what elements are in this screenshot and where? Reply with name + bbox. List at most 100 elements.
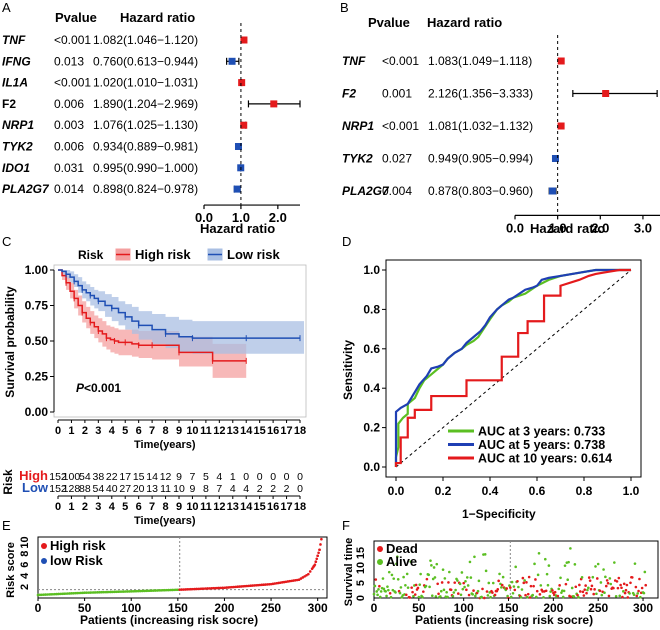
status-point: [578, 590, 582, 593]
status-point: [517, 585, 520, 589]
status-point: [525, 581, 528, 584]
hr-marker: [602, 90, 610, 97]
hr-cell: 1.081(1.032−1.132): [428, 119, 533, 133]
risk-table-count: 0: [257, 471, 263, 483]
risk-table-count: 152: [49, 471, 67, 483]
status-point: [414, 583, 418, 587]
risk-point: [165, 588, 168, 592]
y-tick-label: 0.50: [25, 334, 49, 348]
status-point: [608, 577, 612, 580]
risk-table-tick-label: 0: [55, 501, 61, 513]
risk-table-tick-label: 4: [109, 501, 116, 513]
x-tick-label: 250: [588, 601, 608, 615]
risk-point: [316, 554, 319, 558]
status-point: [409, 560, 413, 563]
risk-point: [139, 589, 142, 593]
gene-label: TYK2: [342, 152, 373, 166]
risk-point: [243, 584, 247, 588]
risk-point: [107, 590, 111, 594]
status-point: [500, 586, 503, 589]
status-point: [543, 557, 547, 561]
x-tick-label: 2: [82, 425, 88, 437]
risk-point: [232, 585, 236, 589]
status-point: [534, 578, 537, 581]
risk-point: [92, 591, 96, 594]
status-point: [521, 576, 525, 580]
x-tick-label: 0: [55, 425, 61, 437]
x-tick-label: 10: [186, 425, 198, 437]
status-point: [375, 590, 378, 593]
status-point: [531, 593, 535, 597]
risk-table-tick-label: 16: [267, 501, 279, 513]
x-tick-label: 0.6: [529, 484, 546, 498]
status-point: [536, 573, 540, 577]
status-point: [563, 564, 567, 567]
status-point: [577, 596, 580, 599]
status-point: [437, 592, 440, 596]
risk-point: [245, 584, 249, 588]
risk-point: [169, 588, 172, 592]
gene-label: PLA2G7: [342, 184, 390, 198]
risk-point: [320, 537, 323, 541]
risk-point: [90, 591, 94, 594]
status-point: [417, 595, 421, 599]
hr-cell: 1.076(1.025−1.130): [93, 118, 198, 132]
risk-table-count: 0: [297, 471, 303, 483]
risk-point: [68, 592, 71, 595]
risk-table-tick-label: 2: [82, 501, 88, 513]
hr-cell: 1.083(1.049−1.118): [428, 54, 532, 68]
status-point: [421, 595, 424, 599]
risk-point: [154, 589, 157, 592]
risk-point: [161, 588, 165, 592]
status-point: [595, 577, 599, 580]
panel-label-b: B: [340, 0, 349, 15]
hr-cell: 1.020(1.010−1.031): [93, 76, 198, 90]
risk-point: [307, 572, 310, 576]
risk-point: [72, 591, 75, 595]
hr-cell: 1.890(1.204−2.969): [93, 97, 198, 111]
risk-point: [133, 589, 137, 593]
risk-table-tick-label: 6: [136, 501, 142, 513]
x-tick-label: 4: [109, 425, 116, 437]
status-point: [425, 577, 429, 581]
panel-b-forest: Pvalue Hazard ratio TNF <0.001 1.083(1.049…: [342, 15, 660, 236]
status-point: [616, 586, 620, 590]
status-point: [485, 590, 489, 593]
roc-curve: [394, 268, 631, 467]
risk-point: [241, 584, 245, 588]
status-point: [587, 576, 591, 579]
status-point: [612, 586, 615, 590]
status-point: [461, 587, 465, 591]
status-point: [528, 596, 532, 599]
status-point: [514, 565, 517, 569]
risk-point: [111, 590, 114, 594]
panel-a-xlabel: Hazard ratio: [200, 221, 275, 236]
risk-point: [36, 593, 40, 597]
status-point: [509, 586, 512, 589]
panel-c-risk-table-title: Risk: [1, 469, 15, 495]
status-point: [599, 581, 603, 584]
plot-frame: [37, 536, 328, 599]
x-tick-label: 2.0: [269, 210, 287, 225]
status-point: [542, 596, 545, 599]
risk-table-count: 2: [270, 483, 276, 495]
x-tick-label: 0.0: [388, 484, 405, 498]
status-point: [491, 591, 494, 594]
status-point: [465, 588, 468, 592]
hr-marker: [240, 36, 248, 44]
status-point: [491, 581, 495, 585]
status-point: [476, 589, 480, 593]
status-point: [402, 575, 405, 579]
risk-table-count: 10: [173, 483, 185, 495]
risk-point: [178, 588, 182, 591]
status-point: [394, 591, 397, 594]
status-point: [547, 564, 551, 567]
x-tick-label: 100: [121, 601, 141, 615]
risk-point: [193, 587, 196, 591]
panel-c-km: Risk High risk Low risk 0.00 0.25 0.50 0.75 1…: [1, 247, 307, 527]
x-tick-label: 18: [294, 425, 306, 437]
risk-point: [318, 548, 321, 552]
x-tick-label: 11: [200, 425, 212, 437]
status-point: [562, 589, 566, 593]
risk-point: [180, 588, 183, 591]
